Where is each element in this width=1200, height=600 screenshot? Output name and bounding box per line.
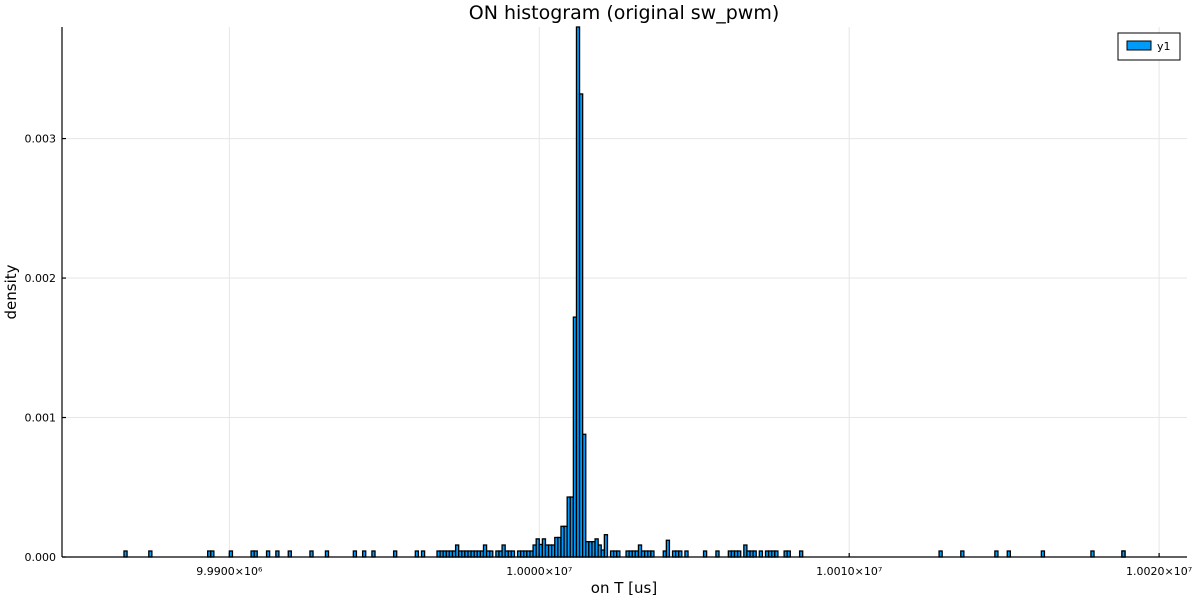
histogram-bar: [414, 550, 420, 558]
histogram-bar: [678, 550, 683, 558]
y-tick-label: 0.002: [25, 272, 57, 285]
histogram-bar: [582, 433, 587, 558]
histogram-bar: [371, 550, 376, 558]
histogram-bar: [715, 550, 720, 558]
histogram-bar: [392, 550, 398, 558]
histogram-bar: [1121, 550, 1126, 558]
histogram-bar: [324, 550, 330, 558]
histogram-bar: [489, 550, 494, 558]
axes: [61, 27, 1187, 558]
histogram-bar: [287, 550, 292, 558]
histogram-bar: [650, 550, 655, 558]
histogram-bar: [736, 550, 742, 558]
histogram-bar: [616, 550, 621, 558]
histogram-bar: [774, 550, 779, 558]
legend-label: y1: [1157, 40, 1171, 53]
histogram-bar: [309, 550, 314, 558]
histogram-bar: [352, 550, 358, 558]
histogram-bar: [148, 550, 153, 558]
grid-lines: [62, 27, 1187, 558]
histogram-bar: [960, 550, 965, 558]
y-axis-label: density: [2, 264, 20, 319]
histogram-bar: [420, 550, 426, 558]
histogram-bar: [994, 550, 999, 558]
y-tick-label: 0.003: [25, 133, 57, 146]
x-tick-label: 1.0020×10⁷: [1126, 565, 1192, 578]
histogram-bar: [702, 550, 708, 558]
histogram-bar: [123, 550, 128, 558]
histogram-bar: [265, 550, 271, 558]
x-tick-label: 1.0010×10⁷: [816, 565, 882, 578]
histogram-bar: [361, 550, 367, 558]
histogram-bar: [798, 550, 804, 558]
histogram-bar: [1006, 550, 1011, 558]
histogram-bar: [684, 550, 689, 558]
chart-title: ON histogram (original sw_pwm): [469, 2, 780, 24]
y-tick-label: 0.001: [25, 412, 57, 425]
histogram-bar: [603, 534, 609, 558]
histogram-bar: [1090, 550, 1095, 558]
legend: y1: [1117, 32, 1181, 61]
histogram-bar: [210, 550, 215, 558]
x-tick-label: 9.9900×10⁶: [196, 565, 263, 578]
histogram-bar: [938, 550, 943, 558]
histogram-bar: [1040, 550, 1046, 558]
histogram-bar: [752, 550, 757, 558]
x-axis-label: on T [us]: [591, 579, 657, 597]
histogram-bar: [786, 550, 791, 558]
histogram-bar: [510, 550, 516, 558]
legend-swatch: [1126, 40, 1152, 51]
histogram-bars: [123, 26, 1126, 558]
histogram-bar: [758, 550, 764, 558]
histogram-bar: [253, 550, 258, 558]
y-tick-label: 0.000: [25, 551, 57, 564]
histogram-bar: [275, 550, 280, 558]
histogram-bar: [665, 539, 671, 558]
tick-labels: 9.9900×10⁶ 1.0000×10⁷ 1.0010×10⁷ 1.0020×10⁷…: [25, 133, 1193, 578]
x-tick-label: 1.0000×10⁷: [506, 565, 572, 578]
